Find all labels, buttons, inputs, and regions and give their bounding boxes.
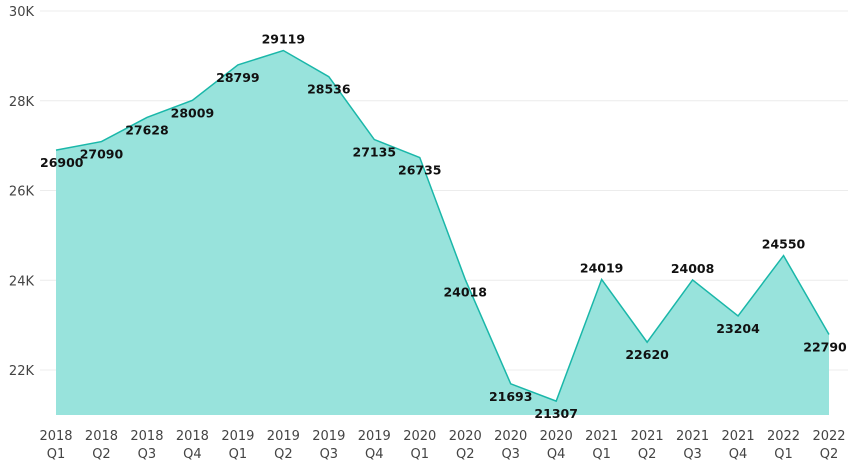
x-tick-year: 2018 <box>130 429 163 444</box>
x-tick-year: 2021 <box>676 429 709 444</box>
data-label: 21693 <box>489 389 533 404</box>
x-tick-year: 2020 <box>449 429 482 444</box>
x-tick-year: 2021 <box>722 429 755 444</box>
x-tick-quarter: Q2 <box>638 447 657 462</box>
x-tick-year: 2021 <box>631 429 664 444</box>
x-tick-year: 2020 <box>403 429 436 444</box>
data-label: 26900 <box>40 155 84 170</box>
data-label: 23204 <box>716 321 760 336</box>
x-tick-quarter: Q2 <box>456 447 475 462</box>
x-tick-quarter: Q4 <box>365 447 384 462</box>
data-label: 22790 <box>803 340 847 355</box>
y-tick-label: 22K <box>9 364 35 379</box>
x-tick-quarter: Q2 <box>274 447 293 462</box>
area-series <box>55 49 830 415</box>
data-label: 27090 <box>80 147 124 162</box>
y-tick-label: 24K <box>9 274 35 289</box>
y-tick-label: 30K <box>9 5 35 20</box>
y-tick-label: 28K <box>9 95 35 110</box>
x-tick-quarter: Q2 <box>820 447 839 462</box>
data-label: 24019 <box>580 260 624 275</box>
x-tick-quarter: Q4 <box>183 447 202 462</box>
x-tick-year: 2018 <box>39 429 72 444</box>
x-tick-year: 2022 <box>812 429 845 444</box>
data-label: 27628 <box>125 122 169 137</box>
data-label: 29119 <box>262 32 306 47</box>
data-label: 28799 <box>216 70 260 85</box>
x-tick-year: 2019 <box>312 429 345 444</box>
x-tick-year: 2020 <box>494 429 527 444</box>
x-tick-quarter: Q1 <box>411 447 430 462</box>
x-tick-year: 2022 <box>767 429 800 444</box>
x-tick-quarter: Q4 <box>729 447 748 462</box>
x-tick-quarter: Q1 <box>229 447 248 462</box>
data-label: 21307 <box>534 406 578 421</box>
x-axis: 2018 Q1 2018 Q2 2018 Q3 2018 Q4 2019 Q1 2019 Q2 2019… <box>39 429 845 462</box>
x-tick-quarter: Q3 <box>501 447 520 462</box>
x-tick-quarter: Q1 <box>47 447 66 462</box>
x-tick-quarter: Q3 <box>683 447 702 462</box>
data-label: 24018 <box>443 284 487 299</box>
x-tick-quarter: Q1 <box>592 447 611 462</box>
data-label: 27135 <box>353 145 397 160</box>
x-tick-year: 2018 <box>176 429 209 444</box>
x-tick-quarter: Q2 <box>92 447 111 462</box>
x-tick-year: 2019 <box>221 429 254 444</box>
data-label: 22620 <box>625 347 669 362</box>
x-tick-year: 2019 <box>358 429 391 444</box>
data-label: 28009 <box>171 105 215 120</box>
x-tick-year: 2018 <box>85 429 118 444</box>
area-fill <box>56 50 829 415</box>
data-label: 26735 <box>398 163 442 178</box>
x-tick-quarter: Q3 <box>320 447 339 462</box>
x-tick-year: 2021 <box>585 429 618 444</box>
y-axis: 22K 24K 26K 28K 30K <box>9 5 35 379</box>
x-tick-quarter: Q4 <box>547 447 566 462</box>
data-label: 28536 <box>307 82 351 97</box>
x-tick-year: 2020 <box>540 429 573 444</box>
x-tick-quarter: Q3 <box>138 447 157 462</box>
y-tick-label: 26K <box>9 185 35 200</box>
data-label: 24550 <box>762 237 806 252</box>
data-label: 24008 <box>671 261 715 276</box>
x-tick-quarter: Q1 <box>774 447 793 462</box>
x-tick-year: 2019 <box>267 429 300 444</box>
series-line <box>55 49 830 403</box>
